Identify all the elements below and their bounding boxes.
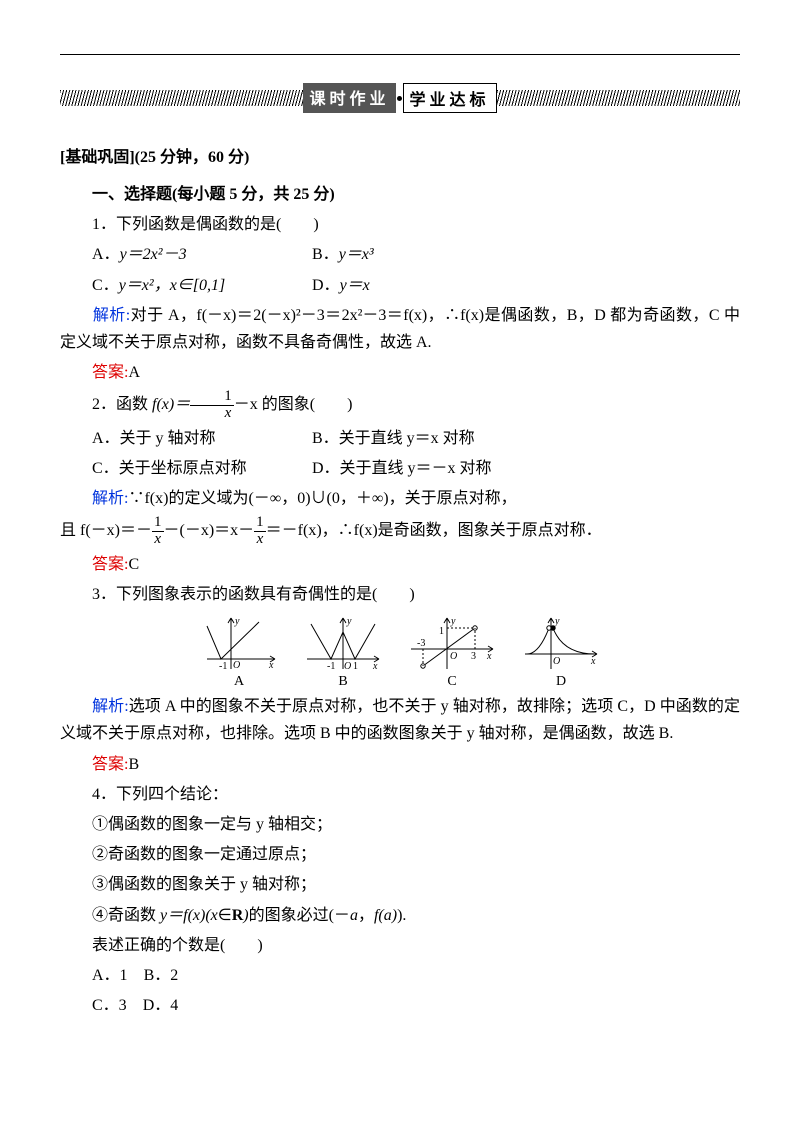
- section-banner: 课时作业 学业达标: [60, 83, 740, 113]
- q1-b-fx: y＝x³: [339, 246, 374, 263]
- q1-c-fx: y＝x²，x∈[0,1]: [119, 277, 226, 294]
- q1-expl-label: 解析:: [93, 307, 130, 324]
- q1-answer: 答案:A: [60, 359, 740, 386]
- svg-text:y: y: [346, 616, 352, 627]
- svg-text:1: 1: [439, 626, 444, 637]
- q3-stem: 3．下列图象表示的函数具有奇偶性的是( ): [60, 581, 740, 608]
- q3-expl-text: 选项 A 中的图象不关于原点对称，也不关于 y 轴对称，故排除；选项 C，D 中…: [60, 698, 740, 742]
- svg-text:y: y: [450, 616, 456, 627]
- banner-dark: 课时作业: [303, 83, 395, 113]
- q3-expl-label: 解析:: [92, 698, 129, 715]
- q3-ans-text: B: [128, 756, 139, 773]
- q2-expl2-c: ＝－f(x)，∴f(x)是奇函数，图象关于原点对称．: [266, 522, 602, 539]
- q2-answer: 答案:C: [60, 551, 740, 578]
- top-rule: [60, 54, 740, 55]
- q1-opt-b: B．y＝x³: [280, 241, 374, 268]
- q2-opt-a: A．关于 y 轴对称: [60, 425, 280, 452]
- q4-l1: ①偶函数的图象一定与 y 轴相交；: [60, 811, 740, 838]
- graph-label-b: B: [303, 674, 383, 690]
- q1-opt-a: A．y＝2x²－3: [60, 241, 280, 268]
- q4-d: D．4: [143, 997, 179, 1014]
- svg-text:x: x: [268, 660, 274, 671]
- q3-graph-c: -3 1 O 3 x y C: [407, 614, 497, 690]
- q4-l4: ④奇函数 y＝f(x)(x∈R)的图象必过(－a，f(a)).: [60, 902, 740, 929]
- q2-stem-pre: 2．函数: [92, 396, 152, 413]
- banner-light: 学业达标: [403, 83, 497, 113]
- q2-expl1-text: ∵f(x)的定义域为(－∞，0)∪(0，＋∞)，关于原点对称，: [128, 490, 516, 507]
- graph-label-c: C: [407, 674, 497, 690]
- q4-a: A．1: [92, 967, 128, 984]
- q1-a-fx: y＝2x²－3: [120, 246, 187, 263]
- q1-expl-text: 对于 A，f(－x)＝2(－x)²－3＝2x²－3＝f(x)，∴f(x)是偶函数…: [60, 307, 740, 351]
- q4-row1: A．1 B．2: [60, 962, 740, 989]
- q2-ans-text: C: [128, 556, 139, 573]
- q1-d-label: D．: [312, 277, 340, 294]
- svg-text:-1: -1: [327, 661, 335, 672]
- svg-text:x: x: [590, 656, 596, 667]
- q4-b: B．2: [144, 967, 179, 984]
- q2-stem: 2．函数 f(x)＝1x－x 的图象( ): [60, 389, 740, 422]
- q4-stem: 4．下列四个结论：: [60, 781, 740, 808]
- subsection-title: 一、选择题(每小题 5 分，共 25 分): [60, 181, 740, 208]
- q2-opt-d: D．关于直线 y＝－x 对称: [280, 455, 492, 482]
- q2-expl2: 且 f(－x)＝－1x－(－x)＝x－1x＝－f(x)，∴f(x)是奇函数，图象…: [60, 515, 740, 548]
- svg-text:O: O: [233, 660, 240, 671]
- q3-ans-label: 答案:: [92, 756, 128, 773]
- svg-text:y: y: [554, 616, 560, 627]
- svg-text:-3: -3: [417, 638, 425, 649]
- hatch-left: [60, 90, 303, 106]
- q4-c: C．3: [92, 997, 127, 1014]
- q2-ans-label: 答案:: [92, 556, 128, 573]
- svg-text:O: O: [344, 661, 351, 672]
- q1-opt-c: C．y＝x²，x∈[0,1]: [60, 272, 280, 299]
- q2-expl1: 解析:∵f(x)的定义域为(－∞，0)∪(0，＋∞)，关于原点对称，: [60, 485, 740, 512]
- q3-answer: 答案:B: [60, 751, 740, 778]
- q1-explanation: 解析:对于 A，f(－x)＝2(－x)²－3＝2x²－3＝f(x)，∴f(x)是…: [60, 302, 740, 356]
- svg-text:3: 3: [471, 651, 476, 662]
- q2-expl-label: 解析:: [92, 490, 128, 507]
- q3-graph-b: -1 O 1 x y B: [303, 614, 383, 690]
- section-heading: [基础巩固](25 分钟，60 分): [60, 143, 740, 167]
- svg-text:O: O: [450, 651, 457, 662]
- q1-b-label: B．: [312, 246, 339, 263]
- q3-graph-d: O x y D: [521, 614, 601, 690]
- svg-text:x: x: [486, 651, 492, 662]
- q1-d-fx: y＝x: [340, 277, 370, 294]
- svg-text:-1: -1: [219, 661, 227, 672]
- q3-graph-a: -1 O x y A: [199, 614, 279, 690]
- graph-label-d: D: [521, 674, 601, 690]
- svg-text:O: O: [553, 656, 560, 667]
- q1-a-label: A．: [92, 246, 120, 263]
- q1-c-label: C．: [92, 277, 119, 294]
- q2-opt-b: B．关于直线 y＝x 对称: [280, 425, 475, 452]
- q3-graphs: -1 O x y A -1 O 1 x y B: [60, 614, 740, 690]
- svg-text:x: x: [372, 661, 378, 672]
- q1-opt-d: D．y＝x: [280, 272, 370, 299]
- q1-ans-label: 答案:: [92, 364, 128, 381]
- svg-text:1: 1: [353, 661, 358, 672]
- q2-opt-c: C．关于坐标原点对称: [60, 455, 280, 482]
- hatch-right: [497, 90, 740, 106]
- q3-explanation: 解析:选项 A 中的图象不关于原点对称，也不关于 y 轴对称，故排除；选项 C，…: [60, 693, 740, 747]
- q2-expl2-a: 且 f(－x)＝－: [60, 522, 152, 539]
- svg-text:y: y: [234, 616, 240, 627]
- q2-stem-fx: f(x)＝: [152, 396, 190, 413]
- banner-dot: [397, 96, 402, 101]
- q4-row2: C．3 D．4: [60, 992, 740, 1019]
- q4-l3: ③偶函数的图象关于 y 轴对称；: [60, 871, 740, 898]
- q4-ask: 表述正确的个数是( ): [60, 932, 740, 959]
- q1-ans-text: A: [128, 364, 140, 381]
- q2-expl2-b: －(－x)＝x－: [164, 522, 255, 539]
- q2-stem-mid: －x 的图象( ): [234, 396, 353, 413]
- q4-l2: ②奇函数的图象一定通过原点；: [60, 841, 740, 868]
- graph-label-a: A: [199, 674, 279, 690]
- q1-stem: 1．下列函数是偶函数的是( ): [60, 211, 740, 238]
